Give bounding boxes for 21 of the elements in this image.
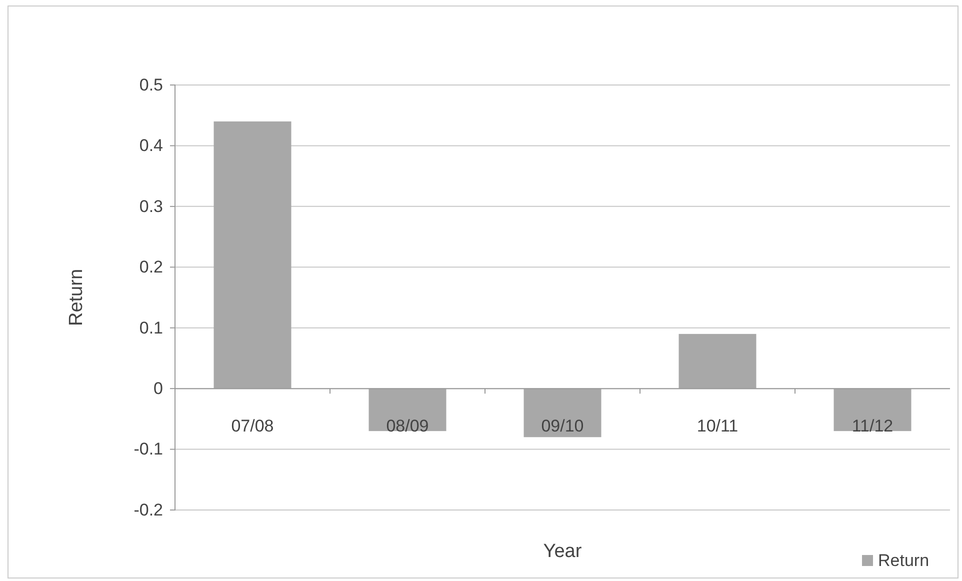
bar [524,388,602,438]
bar [368,388,446,432]
bar [834,388,912,432]
y-tick-label: -0.1 [134,440,163,459]
x-tick-label: 10/11 [696,416,738,436]
y-tick-label: 0.2 [139,258,163,277]
y-tick-label: 0 [154,379,163,398]
x-tick-label: 11/12 [852,416,894,436]
x-tick-label: 09/10 [541,416,584,436]
bar [214,121,292,389]
y-tick-label: 0.5 [139,75,163,94]
legend-label: Return [878,551,930,570]
y-tick-label: 0.3 [139,196,163,216]
x-axis-title: Year [543,541,582,562]
y-tick-label: 0.1 [139,318,163,338]
bar [678,334,756,389]
x-tick-label: 08/09 [386,416,429,436]
y-tick-label: -0.2 [134,500,163,520]
y-axis-title: Return [66,268,87,326]
y-tick-label: 0.4 [139,136,163,156]
x-tick-label: 07/08 [231,416,274,436]
